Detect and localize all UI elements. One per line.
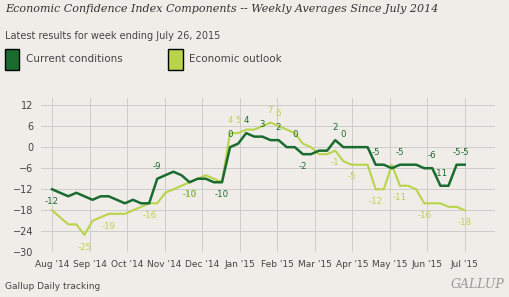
Text: -12: -12 <box>368 197 382 206</box>
Text: 0: 0 <box>292 130 297 139</box>
Text: 5: 5 <box>235 116 240 125</box>
Text: Current conditions: Current conditions <box>25 54 122 64</box>
Text: -18: -18 <box>457 218 471 227</box>
Text: GALLUP: GALLUP <box>450 278 504 291</box>
Text: -10: -10 <box>182 190 196 199</box>
Text: -16: -16 <box>416 211 431 220</box>
Text: -5: -5 <box>451 148 460 157</box>
Text: -9: -9 <box>153 162 161 171</box>
Text: -1: -1 <box>330 158 339 168</box>
Text: -16: -16 <box>142 211 156 220</box>
Text: -12: -12 <box>45 197 59 206</box>
Text: -5: -5 <box>460 148 468 157</box>
Text: Economic Confidence Index Components -- Weekly Averages Since July 2014: Economic Confidence Index Components -- … <box>5 4 438 15</box>
Text: -5: -5 <box>395 148 404 157</box>
Text: 2: 2 <box>332 124 337 132</box>
Text: -10: -10 <box>182 190 196 199</box>
Text: -11: -11 <box>433 169 446 178</box>
Text: 2: 2 <box>275 124 281 132</box>
Text: -2: -2 <box>298 162 306 171</box>
Text: 3: 3 <box>259 120 265 129</box>
Text: -10: -10 <box>214 190 229 199</box>
Text: -5: -5 <box>371 148 379 157</box>
Text: -11: -11 <box>392 193 406 203</box>
Text: Latest results for week ending July 26, 2015: Latest results for week ending July 26, … <box>5 31 220 41</box>
Text: 4: 4 <box>243 116 248 125</box>
Text: 7: 7 <box>267 106 273 115</box>
Text: 4: 4 <box>227 116 232 125</box>
Text: -19: -19 <box>101 222 116 230</box>
Text: -6: -6 <box>427 151 436 160</box>
Text: 6: 6 <box>275 109 281 119</box>
Text: -25: -25 <box>77 243 91 252</box>
Text: Economic outlook: Economic outlook <box>188 54 281 64</box>
Text: Gallup Daily tracking: Gallup Daily tracking <box>5 282 100 291</box>
Text: 0: 0 <box>227 130 232 139</box>
Text: -5: -5 <box>347 173 355 181</box>
Text: 0: 0 <box>340 130 346 139</box>
